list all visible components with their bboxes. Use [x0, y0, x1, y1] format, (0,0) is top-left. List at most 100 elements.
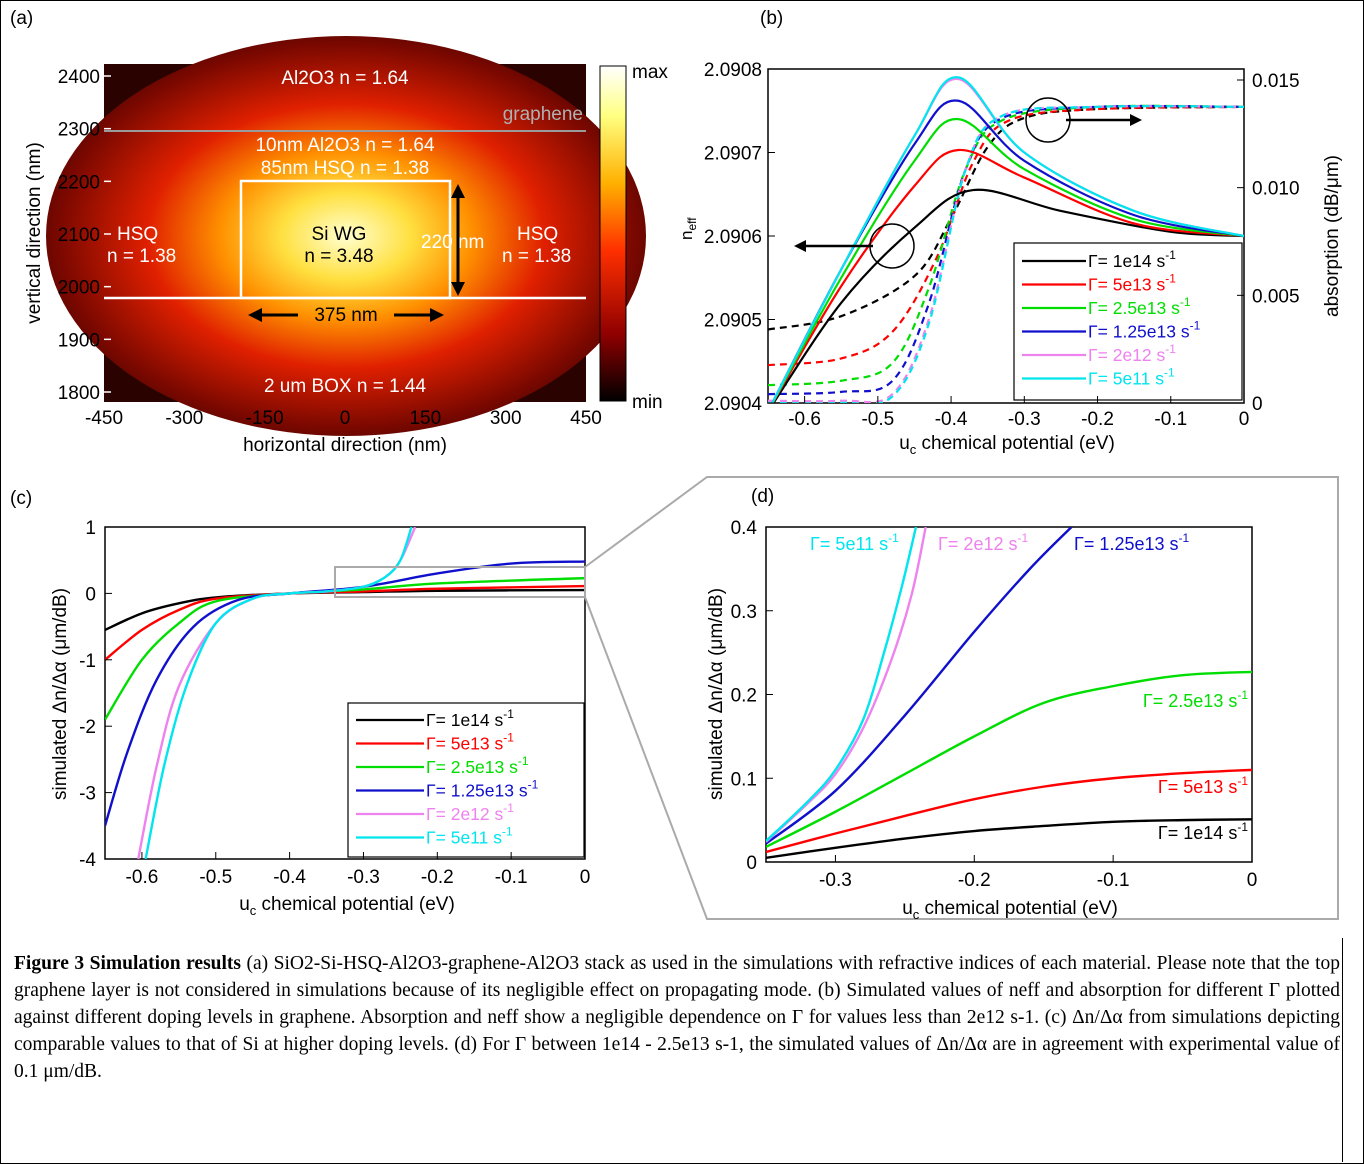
label-hsq-left-2: n = 1.38 [107, 246, 176, 267]
c-xtick--0.2: -0.2 [421, 867, 454, 888]
figure-caption: Figure 3 Simulation results (a) SiO2-Si-… [14, 950, 1340, 1085]
label-height: 220 nm [421, 232, 484, 253]
panel-b-annotations [794, 97, 1142, 269]
panel-b-tag: (b) [760, 8, 783, 29]
d-line-2-5e13-s-1 [766, 670, 1252, 848]
d-ytick-0.3: 0.3 [731, 602, 757, 623]
b-legend-2-5e13-s-1: Γ= 2.5e13 s-1 [1088, 295, 1191, 318]
panel-d-xlabel: uc chemical potential (eV) [902, 898, 1118, 922]
b-yrtick-0.015: 0.015 [1252, 71, 1300, 92]
d-label-1-25e13-s-1: Γ= 1.25e13 s-1 [1074, 531, 1189, 554]
a-xtick-450: 450 [570, 408, 602, 429]
d-label-1e14-s-1: Γ= 1e14 s-1 [1158, 820, 1248, 843]
label-si-wg-2: n = 3.48 [304, 246, 373, 267]
c-legend-1-25e13-s-1: Γ= 1.25e13 s-1 [426, 778, 539, 801]
b-yrtick-0: 0 [1252, 394, 1263, 415]
b-legend-2e12-s-1: Γ= 2e12 s-1 [1088, 342, 1176, 365]
c-xtick--0.3: -0.3 [347, 867, 380, 888]
colorbar [599, 65, 627, 402]
b-neff-5e13-s-1 [771, 148, 1244, 403]
b-neff-1e14-s-1 [772, 188, 1244, 403]
a-xtick-150: 150 [409, 408, 441, 429]
b-neff-2-5e13-s-1 [771, 117, 1244, 403]
panel-b-legend: Γ= 1e14 s-1Γ= 5e13 s-1Γ= 2.5e13 s-1Γ= 1.… [1013, 242, 1243, 401]
b-legend-1-25e13-s-1: Γ= 1.25e13 s-1 [1088, 319, 1201, 342]
a-ytick-2200: 2200 [58, 172, 100, 193]
panel-a-heatmap [46, 36, 646, 436]
panel-a-labels: Al2O3 n = 1.64 graphene 10nm Al2O3 n = 1… [107, 68, 583, 397]
b-yltick-2.0906: 2.0906 [704, 227, 762, 248]
panel-b-ylabel-right: absorption (dB/μm) [1322, 155, 1343, 317]
d-line-1-25e13-s-1 [766, 527, 1073, 845]
svg-text:neff: neff [677, 217, 699, 240]
panel-c-plot-area [104, 526, 586, 860]
c-xtick--0.1: -0.1 [495, 867, 528, 888]
figure-canvas: (a) Al2O3 n = 1.64 graphene 10nm Al2O3 n… [10, 8, 1343, 922]
c-ytick-1: 1 [85, 518, 96, 539]
d-ytick-0.2: 0.2 [731, 686, 757, 707]
d-label-5e11-s-1: Γ= 5e11 s-1 [810, 531, 899, 554]
dimension-arrows [248, 184, 465, 322]
c-legend-5e13-s-1: Γ= 5e13 s-1 [426, 731, 514, 754]
b-legend-1e14-s-1: Γ= 1e14 s-1 [1088, 248, 1176, 271]
panel-a-tag: (a) [10, 8, 33, 29]
c-ytick--2: -2 [79, 717, 96, 738]
a-ytick-2000: 2000 [58, 278, 100, 299]
panel-a-x-ticks: -450 -300 -150 0 150 300 450 [85, 408, 602, 429]
svg-text:uc chemical potential (eV): uc chemical potential (eV) [899, 433, 1115, 457]
panel-a-y-ticks: 2400 2300 2200 2100 2000 1900 1800 [58, 67, 111, 404]
c-ytick--4: -4 [79, 850, 96, 871]
panel-c-tag: (c) [10, 488, 32, 509]
panel-b-ylabel-left: neff [677, 217, 699, 240]
a-ytick-1900: 1900 [58, 330, 100, 351]
d-xtick--0.3: -0.3 [819, 870, 852, 891]
c-xtick--0.4: -0.4 [273, 867, 306, 888]
svg-text:uc chemical potential (eV): uc chemical potential (eV) [239, 894, 455, 918]
c-legend-2e12-s-1: Γ= 2e12 s-1 [426, 801, 514, 824]
d-xtick-0: 0 [1247, 870, 1258, 891]
panel-b-series [768, 76, 1244, 403]
svg-text:uc chemical potential (eV): uc chemical potential (eV) [902, 898, 1118, 922]
label-10nm-al2o3: 10nm Al2O3 n = 1.64 [255, 135, 434, 156]
c-legend-1e14-s-1: Γ= 1e14 s-1 [426, 707, 514, 730]
a-xtick-300: 300 [490, 408, 522, 429]
panel-d-series-labels: Γ= 5e11 s-1 Γ= 2e12 s-1 Γ= 1.25e13 s-1 Γ= 2… [810, 531, 1248, 843]
caption-title: Figure 3 Simulation results [14, 953, 242, 974]
d-line-2e12-s-1 [766, 527, 927, 843]
caption-rule [1342, 938, 1343, 1162]
panel-a-ylabel: vertical direction (nm) [24, 142, 45, 324]
panel-a-xlabel: horizontal direction (nm) [243, 435, 447, 456]
c-ytick--1: -1 [79, 651, 96, 672]
d-ytick-0.1: 0.1 [731, 769, 757, 790]
panel-c-xlabel: uc chemical potential (eV) [239, 894, 455, 918]
c-ytick-0: 0 [85, 584, 96, 605]
b-yltick-2.0908: 2.0908 [704, 60, 762, 81]
b-yltick-2.0907: 2.0907 [704, 144, 762, 165]
b-xtick-0: 0 [1239, 409, 1250, 430]
a-xtick--150: -150 [246, 408, 284, 429]
d-ytick-0.4: 0.4 [731, 518, 758, 539]
label-top-al2o3: Al2O3 n = 1.64 [281, 68, 409, 89]
b-xtick--0.4: -0.4 [935, 409, 968, 430]
b-xtick--0.3: -0.3 [1008, 409, 1041, 430]
a-xtick--450: -450 [85, 408, 123, 429]
label-graphene: graphene [503, 104, 583, 125]
d-xtick--0.1: -0.1 [1097, 870, 1130, 891]
a-ytick-1800: 1800 [58, 383, 100, 404]
caption-text: (a) SiO2-Si-HSQ-Al2O3-graphene-Al2O3 sta… [14, 953, 1340, 1082]
c-legend-5e11-s-1: Γ= 5e11 s-1 [426, 825, 513, 848]
a-xtick--300: -300 [165, 408, 203, 429]
panel-c-ylabel: simulated Δn/Δα (μm/dB) [50, 588, 71, 800]
panel-d-series [766, 527, 1252, 860]
d-line-5e11-s-1 [766, 527, 918, 842]
c-xtick-0: 0 [580, 867, 591, 888]
b-yltick-2.0905: 2.0905 [704, 311, 762, 332]
panel-c-legend: Γ= 1e14 s-1Γ= 5e13 s-1Γ= 2.5e13 s-1Γ= 1.… [347, 702, 585, 858]
b-xtick--0.2: -0.2 [1081, 409, 1114, 430]
d-line-5e13-s-1 [766, 768, 1252, 854]
panel-d-tag: (d) [751, 486, 774, 507]
d-ytick-0: 0 [746, 853, 757, 874]
d-xtick--0.2: -0.2 [958, 870, 991, 891]
panel-b-xlabel: uc chemical potential (eV) [899, 433, 1115, 457]
c-line-2-5e13-s-1 [105, 576, 585, 721]
